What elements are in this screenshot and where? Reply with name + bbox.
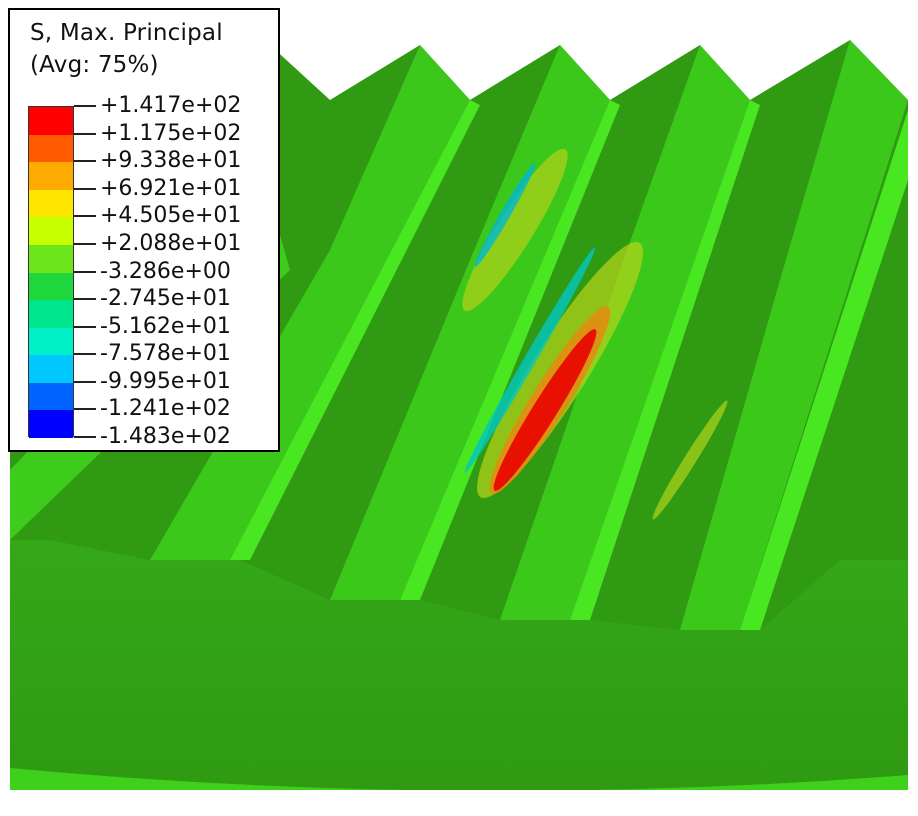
legend-tick-mark xyxy=(74,270,96,273)
legend-tick-label: -1.241e+02 xyxy=(100,396,231,422)
gear-rim xyxy=(10,540,908,790)
tooth-crest-2 xyxy=(400,100,620,600)
legend-tick-mark xyxy=(74,408,96,411)
legend-tick-label: -5.162e+01 xyxy=(100,313,231,339)
contour-red-core-1 xyxy=(493,329,597,491)
legend-tick-label: +4.505e+01 xyxy=(100,203,242,229)
legend-tick-mark xyxy=(74,242,96,245)
tooth-crest-3 xyxy=(570,100,760,620)
contour-cyan-band-1 xyxy=(464,247,596,473)
legend-tick-mark xyxy=(74,105,96,107)
contour-yellow-band-2 xyxy=(462,148,568,312)
legend-tick-mark xyxy=(74,187,96,190)
tooth-crest-4 xyxy=(740,110,908,630)
legend-tick-label: +2.088e+01 xyxy=(100,230,242,256)
legend-tick-label: +9.338e+01 xyxy=(100,148,242,174)
gear-rim-edge xyxy=(10,768,908,791)
legend-panel: S, Max. Principal (Avg: 75%) +1.417e+02 +… xyxy=(8,8,280,452)
legend-swatch xyxy=(29,189,73,218)
legend-tick-mark xyxy=(74,298,96,301)
legend-title: S, Max. Principal xyxy=(30,20,223,46)
gear-body xyxy=(10,40,908,816)
legend-swatch xyxy=(29,134,73,163)
legend-tick-label: -7.578e+01 xyxy=(100,341,231,367)
legend-tick-mark xyxy=(74,353,96,356)
legend-tick-mark xyxy=(74,325,96,328)
legend-swatch xyxy=(29,272,73,301)
legend-swatch xyxy=(29,300,73,329)
legend-subtitle: (Avg: 75%) xyxy=(30,52,159,78)
tooth-flank-4 xyxy=(500,45,750,620)
legend-tick-label: -1.483e+02 xyxy=(100,424,231,449)
contour-cyan-band-2 xyxy=(474,162,536,268)
color-scale-bar xyxy=(28,106,74,439)
contour-yellow-band-3 xyxy=(652,400,728,520)
tooth-crest-1 xyxy=(230,100,480,560)
legend-swatch xyxy=(29,327,73,356)
legend-swatch xyxy=(29,244,73,273)
legend-tick-mark xyxy=(74,132,96,135)
legend-tick-mark xyxy=(74,436,96,438)
legend-swatch xyxy=(29,382,73,411)
gear-rim-bottom xyxy=(10,790,908,816)
legend-swatch xyxy=(29,162,73,191)
legend-swatch xyxy=(29,217,73,246)
legend-tick-label: -9.995e+01 xyxy=(100,368,231,394)
legend-tick-mark xyxy=(74,160,96,163)
legend-swatch xyxy=(29,410,73,439)
legend-tick-mark xyxy=(74,215,96,218)
legend-tick-label: -2.745e+01 xyxy=(100,286,231,312)
legend-swatch xyxy=(29,355,73,384)
legend-tick-label: +1.417e+02 xyxy=(100,93,242,118)
tooth-flank-5 xyxy=(680,40,908,630)
legend-tick-mark xyxy=(74,380,96,383)
legend-tick-label: +1.175e+02 xyxy=(100,120,242,146)
legend-swatch xyxy=(29,107,73,136)
stress-contours xyxy=(462,148,728,520)
legend-tick-label: -3.286e+00 xyxy=(100,258,231,284)
legend-tick-label: +6.921e+01 xyxy=(100,175,242,201)
